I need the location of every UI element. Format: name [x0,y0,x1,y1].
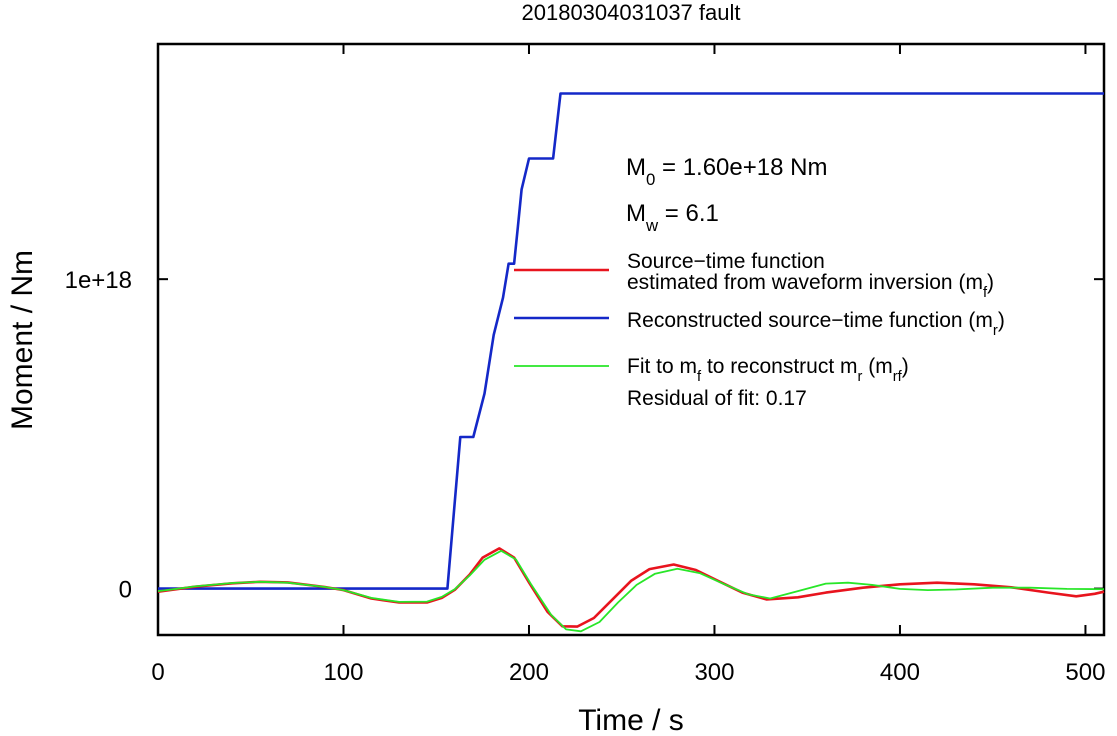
plot-frame [156,42,1106,637]
x-tick-label: 0 [151,659,164,686]
series-layer [157,92,1105,633]
x-axis-label: Time / s [578,704,684,736]
y-tick-label: 0 [119,577,132,604]
axes: 0 100 200 300 400 500 0 1e+18 [65,44,1105,686]
y-tick-label: 1e+18 [65,267,132,294]
x-tick-label: 300 [694,659,734,686]
x-tick-label: 400 [880,659,920,686]
legend-label-reconstructed: Reconstructed source−time function (mr) [627,309,1005,339]
legend-label-source-time-line2: estimated from waveform inversion (mf) [627,271,994,301]
legend-label-source-time: Source−time function [627,250,825,273]
x-tick-label: 100 [323,659,363,686]
y-axis-label: Moment / Nm [6,250,39,430]
chart-title: 20180304031037 fault [522,0,741,25]
annotations: M0 = 1.60e+18 Nm Mw = 6.1 Residual of fit:… [626,154,827,410]
series-line [158,92,1104,590]
legend-label-fit: Fit to mf to reconstruct mr (mrf) [627,355,909,385]
seismic-moment-label: M0 = 1.60e+18 Nm [626,154,827,189]
x-tick-label: 200 [509,659,549,686]
series-line [157,549,1105,633]
x-tick-label: 500 [1065,659,1105,686]
residual-label: Residual of fit: 0.17 [627,387,807,410]
moment-magnitude-label: Mw = 6.1 [626,200,719,235]
